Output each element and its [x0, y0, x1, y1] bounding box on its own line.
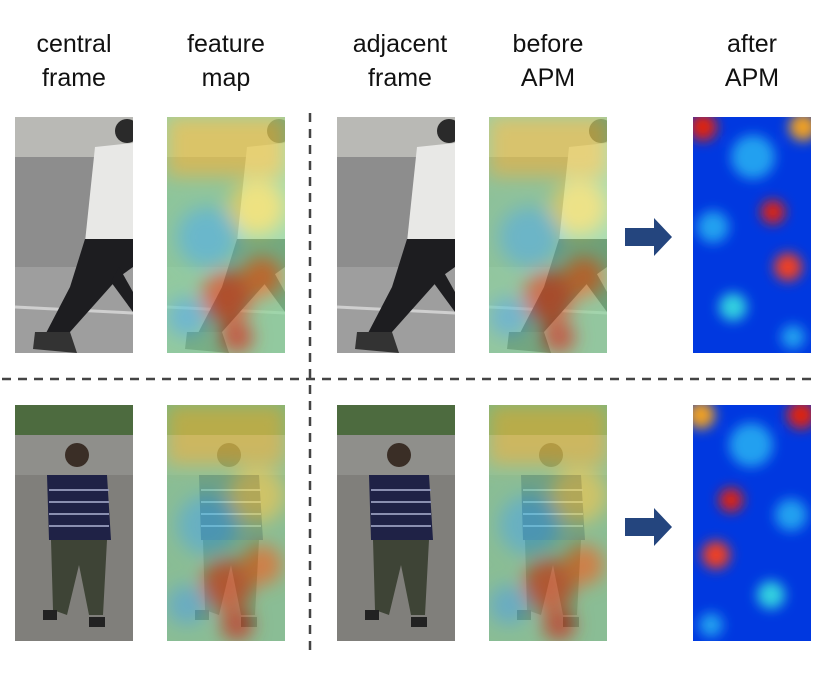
header-line: frame — [42, 64, 106, 92]
header-line: frame — [368, 64, 432, 92]
header-line: adjacent — [353, 30, 448, 58]
header-line: APM — [725, 64, 779, 92]
heatmap — [689, 113, 817, 353]
heatmap — [167, 117, 285, 353]
arrow — [625, 508, 672, 546]
column-headers: central frame feature map adjacent frame… — [36, 30, 779, 92]
image — [337, 405, 455, 641]
header-line: central — [36, 30, 111, 58]
heatmap — [489, 405, 607, 641]
header-line: feature — [187, 30, 265, 58]
heatmap — [489, 117, 607, 353]
header-line: APM — [521, 64, 575, 92]
arrow — [625, 218, 672, 256]
heatmap — [687, 401, 815, 641]
image — [337, 117, 455, 353]
image — [15, 405, 133, 641]
header-line: after — [727, 30, 777, 58]
heatmap — [167, 405, 285, 641]
image — [15, 117, 133, 353]
header-line: before — [513, 30, 584, 58]
header-line: map — [202, 64, 251, 92]
